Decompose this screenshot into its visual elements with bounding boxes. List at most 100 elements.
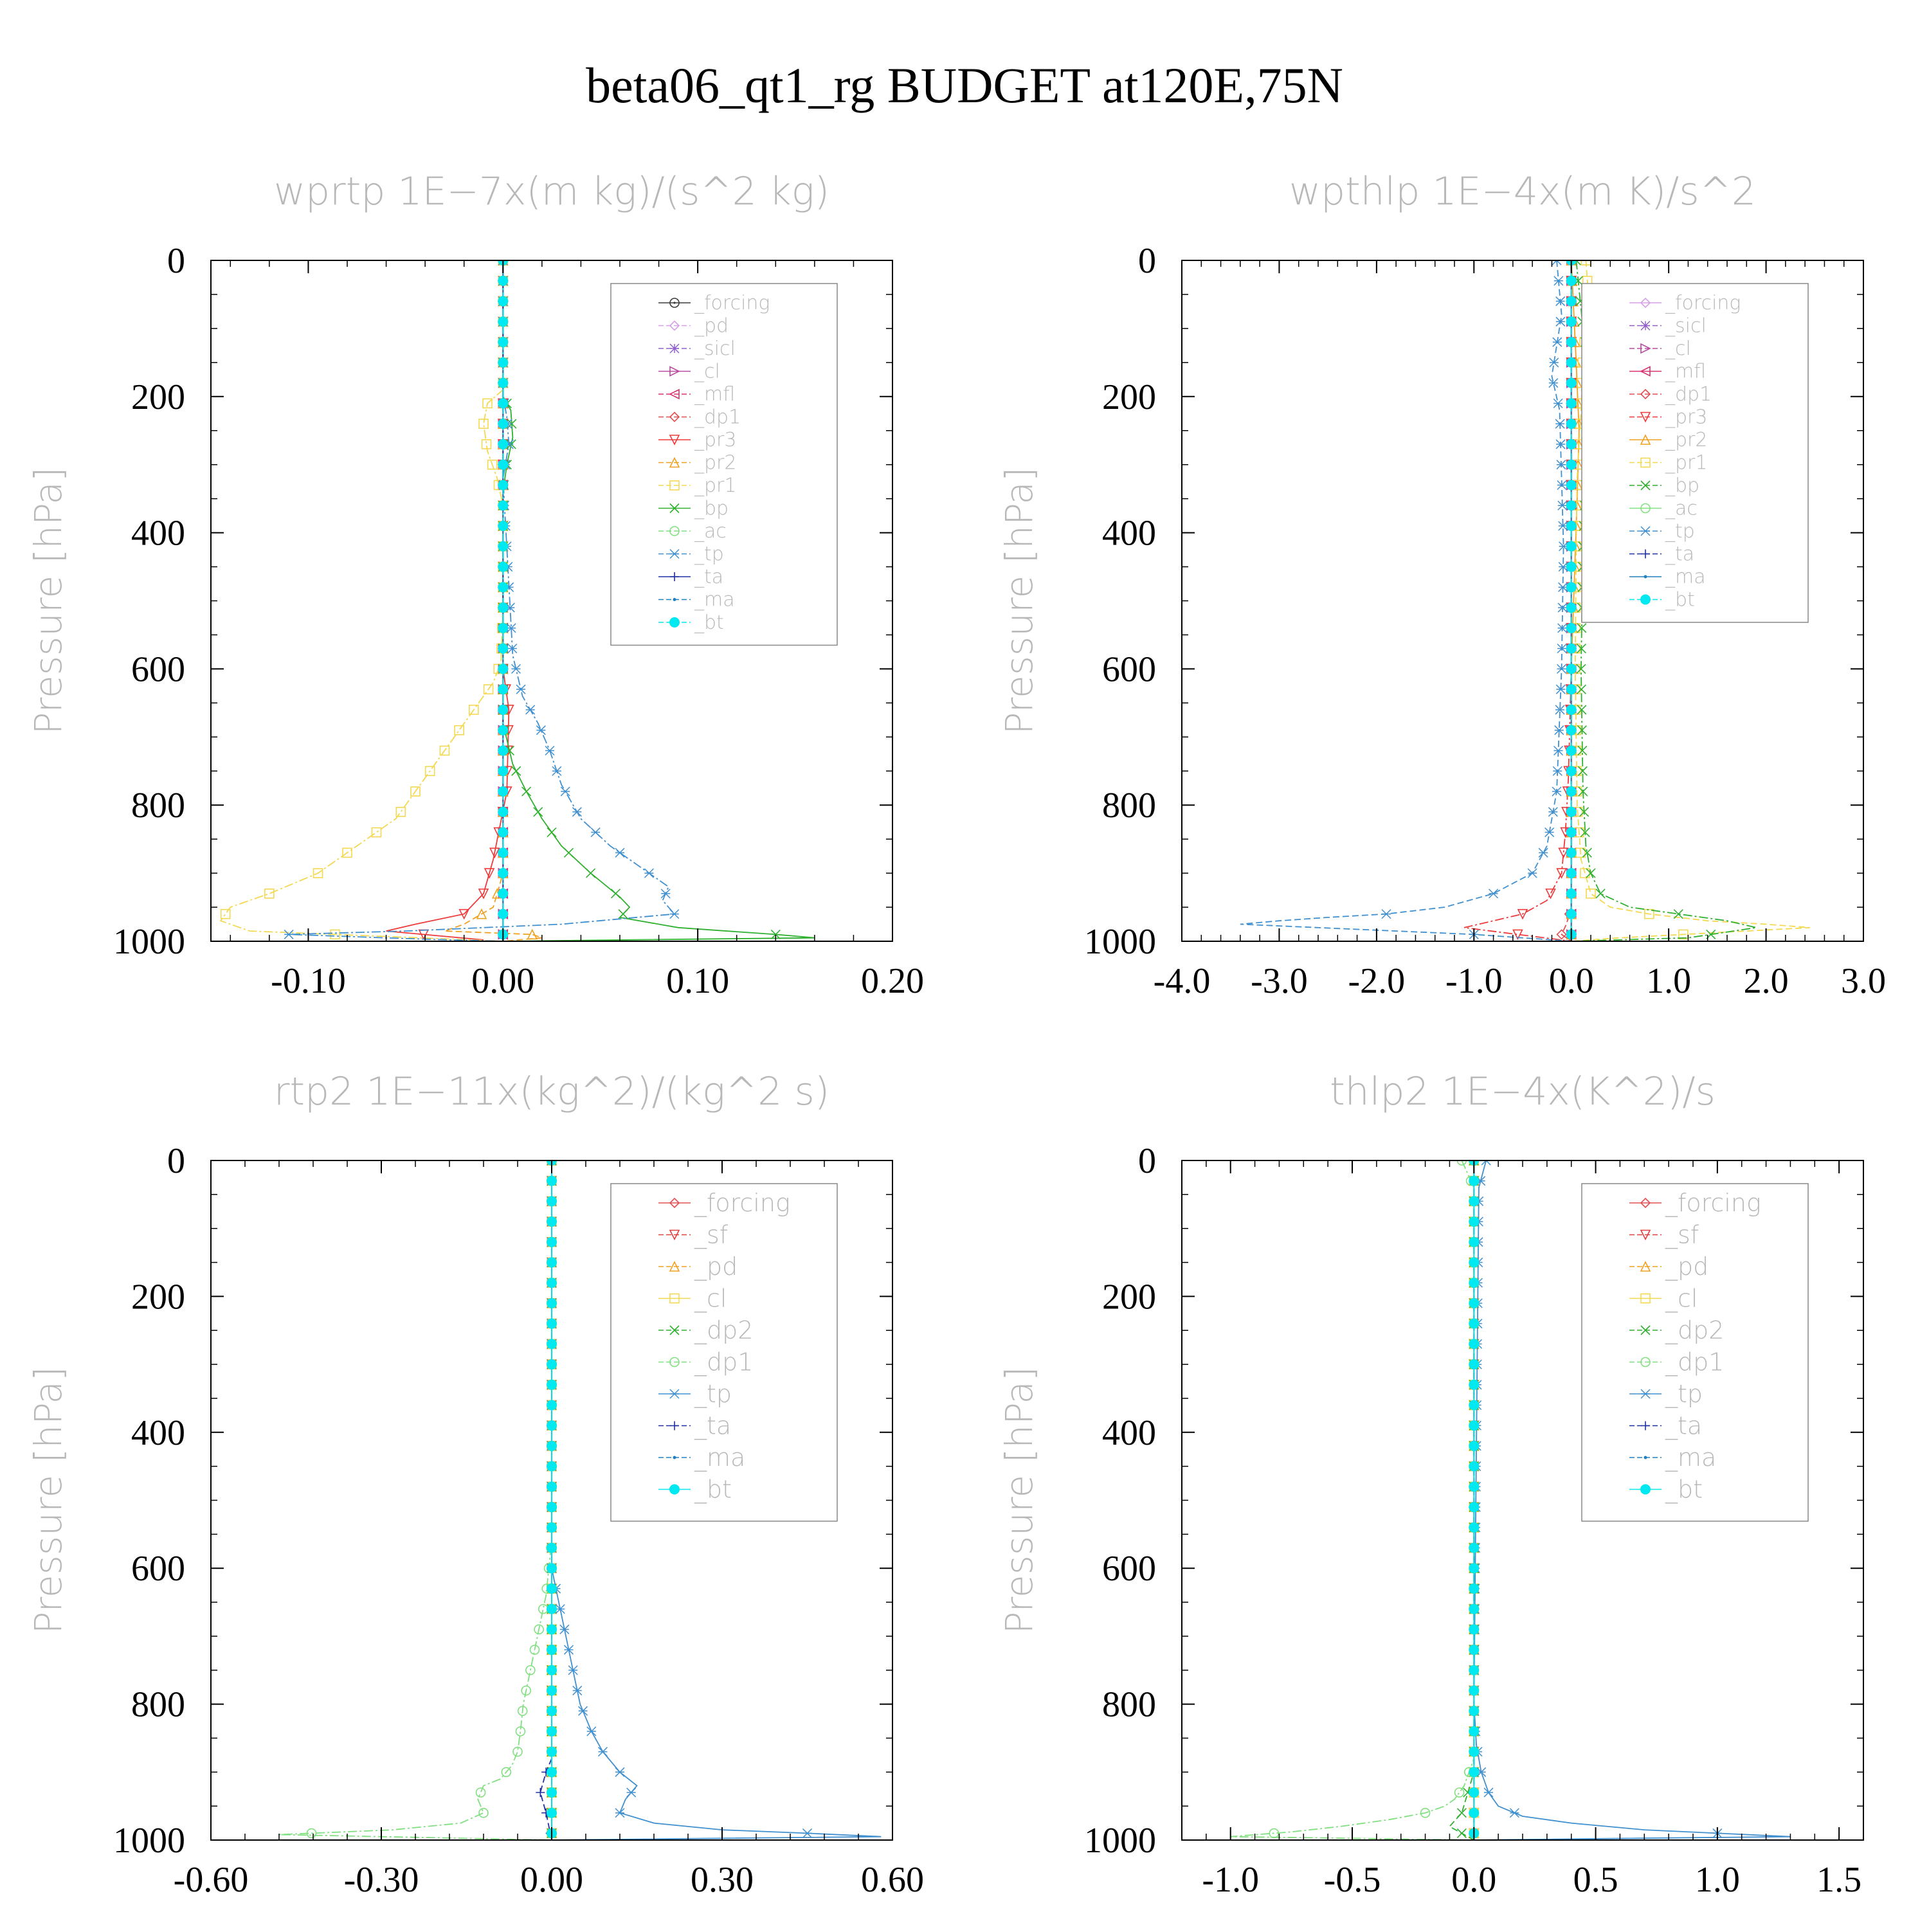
data-point: [516, 684, 526, 694]
data-point: [669, 1197, 680, 1209]
y-axis-label: Pressure [hPa]: [26, 1366, 70, 1634]
data-point: [1595, 889, 1606, 899]
legend-item: _pr2: [1629, 429, 1707, 451]
legend-label: _pr3: [1665, 406, 1707, 429]
data-point: [547, 1787, 557, 1798]
data-point: [547, 1400, 557, 1411]
data-point: [669, 411, 680, 422]
data-point: [586, 868, 596, 878]
legend-item: _forcing: [1629, 292, 1741, 314]
data-point: [1381, 909, 1391, 919]
data-point: [1469, 1603, 1480, 1614]
data-point: [1566, 827, 1577, 838]
data-point: [547, 1196, 557, 1207]
legend-item: _ta: [658, 566, 723, 588]
legend-label: _cl: [1665, 338, 1691, 360]
legend-label: _forcing: [694, 292, 770, 314]
data-point: [1557, 602, 1568, 613]
series-pr1: [219, 260, 509, 941]
data-point: [1469, 1726, 1480, 1737]
legend-item: _sicl: [1629, 315, 1707, 338]
legend-label: _tp: [1665, 1380, 1703, 1409]
y-tick-label: 0: [167, 241, 185, 281]
legend: _forcing_sicl_cl_mfl_dp1_pr3_pr2_pr1_bp_…: [1581, 283, 1809, 623]
data-point: [1538, 847, 1548, 858]
data-point: [1269, 1828, 1280, 1839]
data-point: [1469, 1359, 1480, 1370]
legend-label: _pd: [694, 1252, 738, 1281]
x-tick-label: -1.0: [1445, 961, 1503, 1001]
legend-item: _cl: [1629, 338, 1691, 360]
legend-label: _cl: [1665, 1285, 1698, 1314]
legend-label: _pr2: [1665, 429, 1707, 451]
data-point: [1469, 1624, 1480, 1635]
y-tick-label: 1000: [1084, 1821, 1156, 1861]
data-point: [498, 806, 509, 817]
data-point: [529, 1645, 540, 1655]
data-point: [1469, 1379, 1480, 1390]
data-point: [1469, 1277, 1480, 1288]
x-tick-label: 0.60: [861, 1860, 924, 1900]
data-point: [454, 725, 464, 736]
data-point: [1545, 889, 1556, 899]
legend-item: _ta: [658, 1412, 731, 1441]
legend-item: _ac: [1629, 498, 1698, 520]
data-point: [547, 1685, 557, 1696]
data-point: [498, 398, 509, 409]
y-tick-label: 800: [1102, 1685, 1156, 1725]
data-point: [669, 298, 680, 308]
x-tick-label: -3.0: [1251, 961, 1308, 1001]
panel-title: wpthlp 1E−4x(m K)/s^2: [1289, 169, 1756, 214]
data-point: [1556, 868, 1567, 879]
data-point: [1566, 438, 1577, 449]
legend-label: _ma: [1665, 1443, 1716, 1472]
data-point: [1566, 725, 1577, 736]
x-tick-label: -0.5: [1324, 1860, 1381, 1900]
data-point: [669, 548, 680, 559]
data-point: [1517, 908, 1528, 920]
series-line: [1571, 260, 1757, 941]
data-point: [1555, 296, 1566, 307]
data-point: [1548, 378, 1559, 388]
series-line: [278, 1160, 552, 1840]
data-point: [1580, 260, 1591, 266]
data-point: [1641, 1421, 1650, 1431]
data-point: [482, 398, 493, 409]
x-tick-label: 1.0: [1646, 961, 1691, 1001]
legend-label: _tp: [1665, 520, 1695, 543]
data-point: [1469, 1236, 1480, 1247]
legend-label: _ma: [1665, 566, 1706, 588]
data-point: [1420, 1807, 1431, 1818]
data-point: [498, 786, 509, 797]
data-point: [1469, 1522, 1480, 1533]
data-point: [484, 868, 495, 879]
data-point: [1641, 549, 1650, 559]
data-point: [1566, 357, 1577, 368]
data-point: [572, 1685, 583, 1695]
data-point: [458, 908, 470, 920]
data-point: [478, 419, 489, 429]
x-tick-label: 3.0: [1841, 961, 1886, 1001]
chart-panel-1: wprtp 1E−7x(m kg)/(s^2 kg) Pressure [hPa]…: [26, 169, 924, 1001]
data-point: [669, 435, 680, 446]
data-point: [498, 541, 509, 552]
data-point: [501, 1767, 512, 1778]
legend-label: _mfl: [1665, 361, 1706, 383]
data-point: [552, 766, 562, 776]
data-point: [547, 1522, 557, 1533]
x-tick-label: 2.0: [1744, 961, 1789, 1001]
data-point: [1640, 457, 1651, 468]
x-tick-label: -2.0: [1348, 961, 1406, 1001]
data-point: [547, 1767, 557, 1778]
series-pr3: [386, 260, 514, 941]
y-tick-label: 600: [1102, 1549, 1156, 1589]
data-point: [1566, 337, 1577, 348]
data-point: [1556, 929, 1567, 940]
y-tick-label: 200: [131, 1277, 185, 1317]
data-point: [1644, 575, 1647, 579]
y-tick-label: 600: [1102, 649, 1156, 689]
legend-item: _sf: [658, 1221, 729, 1250]
data-point: [498, 275, 509, 286]
data-point: [1469, 1175, 1480, 1186]
